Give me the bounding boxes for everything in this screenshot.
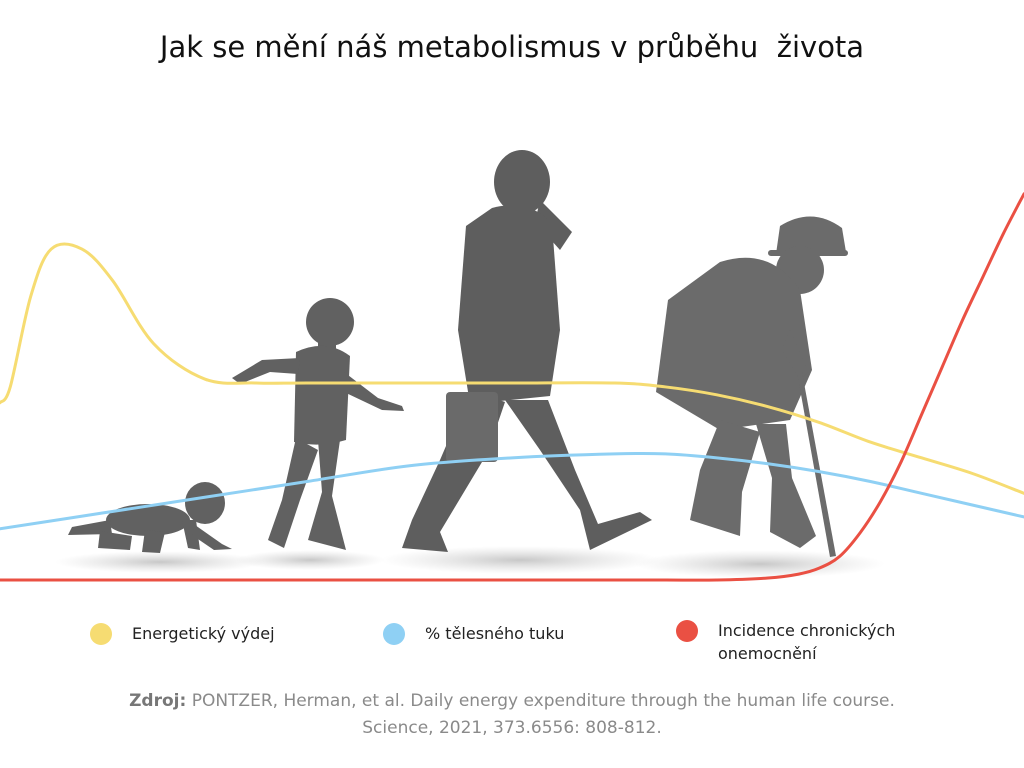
series-body-fat-line xyxy=(0,451,1024,531)
floor-shadow xyxy=(235,550,385,570)
elderly-silhouette xyxy=(656,216,848,557)
legend-label: Energetický výdej xyxy=(132,624,275,643)
source-text-line1: PONTZER, Herman, et al. Daily energy exp… xyxy=(191,691,895,711)
legend-item-chronic-disease: Incidence chronických onemocnění xyxy=(676,619,958,665)
source-citation: Zdroj: PONTZER, Herman, et al. Daily ene… xyxy=(0,688,1024,742)
adult-silhouette xyxy=(402,150,652,552)
legend-dot-yellow xyxy=(90,623,112,645)
legend-dot-red xyxy=(676,620,698,642)
legend-item-energy: Energetický výdej xyxy=(90,622,275,645)
series-layer xyxy=(0,192,1024,582)
chart-title: Jak se mění náš metabolismus v průběhu ž… xyxy=(159,30,865,64)
chart-area xyxy=(0,150,1024,582)
legend-label: Incidence chronických onemocnění xyxy=(718,621,896,663)
source-label: Zdroj: xyxy=(129,691,187,711)
series-energy-line xyxy=(0,242,1024,495)
legend-item-body-fat: % tělesného tuku xyxy=(383,622,564,645)
baby-silhouette xyxy=(68,482,232,553)
child-silhouette xyxy=(232,298,404,550)
floor-shadow xyxy=(380,546,660,574)
series-chronic-disease-line xyxy=(0,192,1024,582)
legend-dot-blue xyxy=(383,623,405,645)
source-text-line2: Science, 2021, 373.6556: 808-812. xyxy=(362,718,662,738)
legend-label: % tělesného tuku xyxy=(425,624,565,643)
life-stages-illustration xyxy=(55,150,885,578)
floor-shadow xyxy=(635,550,885,578)
floor-shadow xyxy=(55,551,265,573)
